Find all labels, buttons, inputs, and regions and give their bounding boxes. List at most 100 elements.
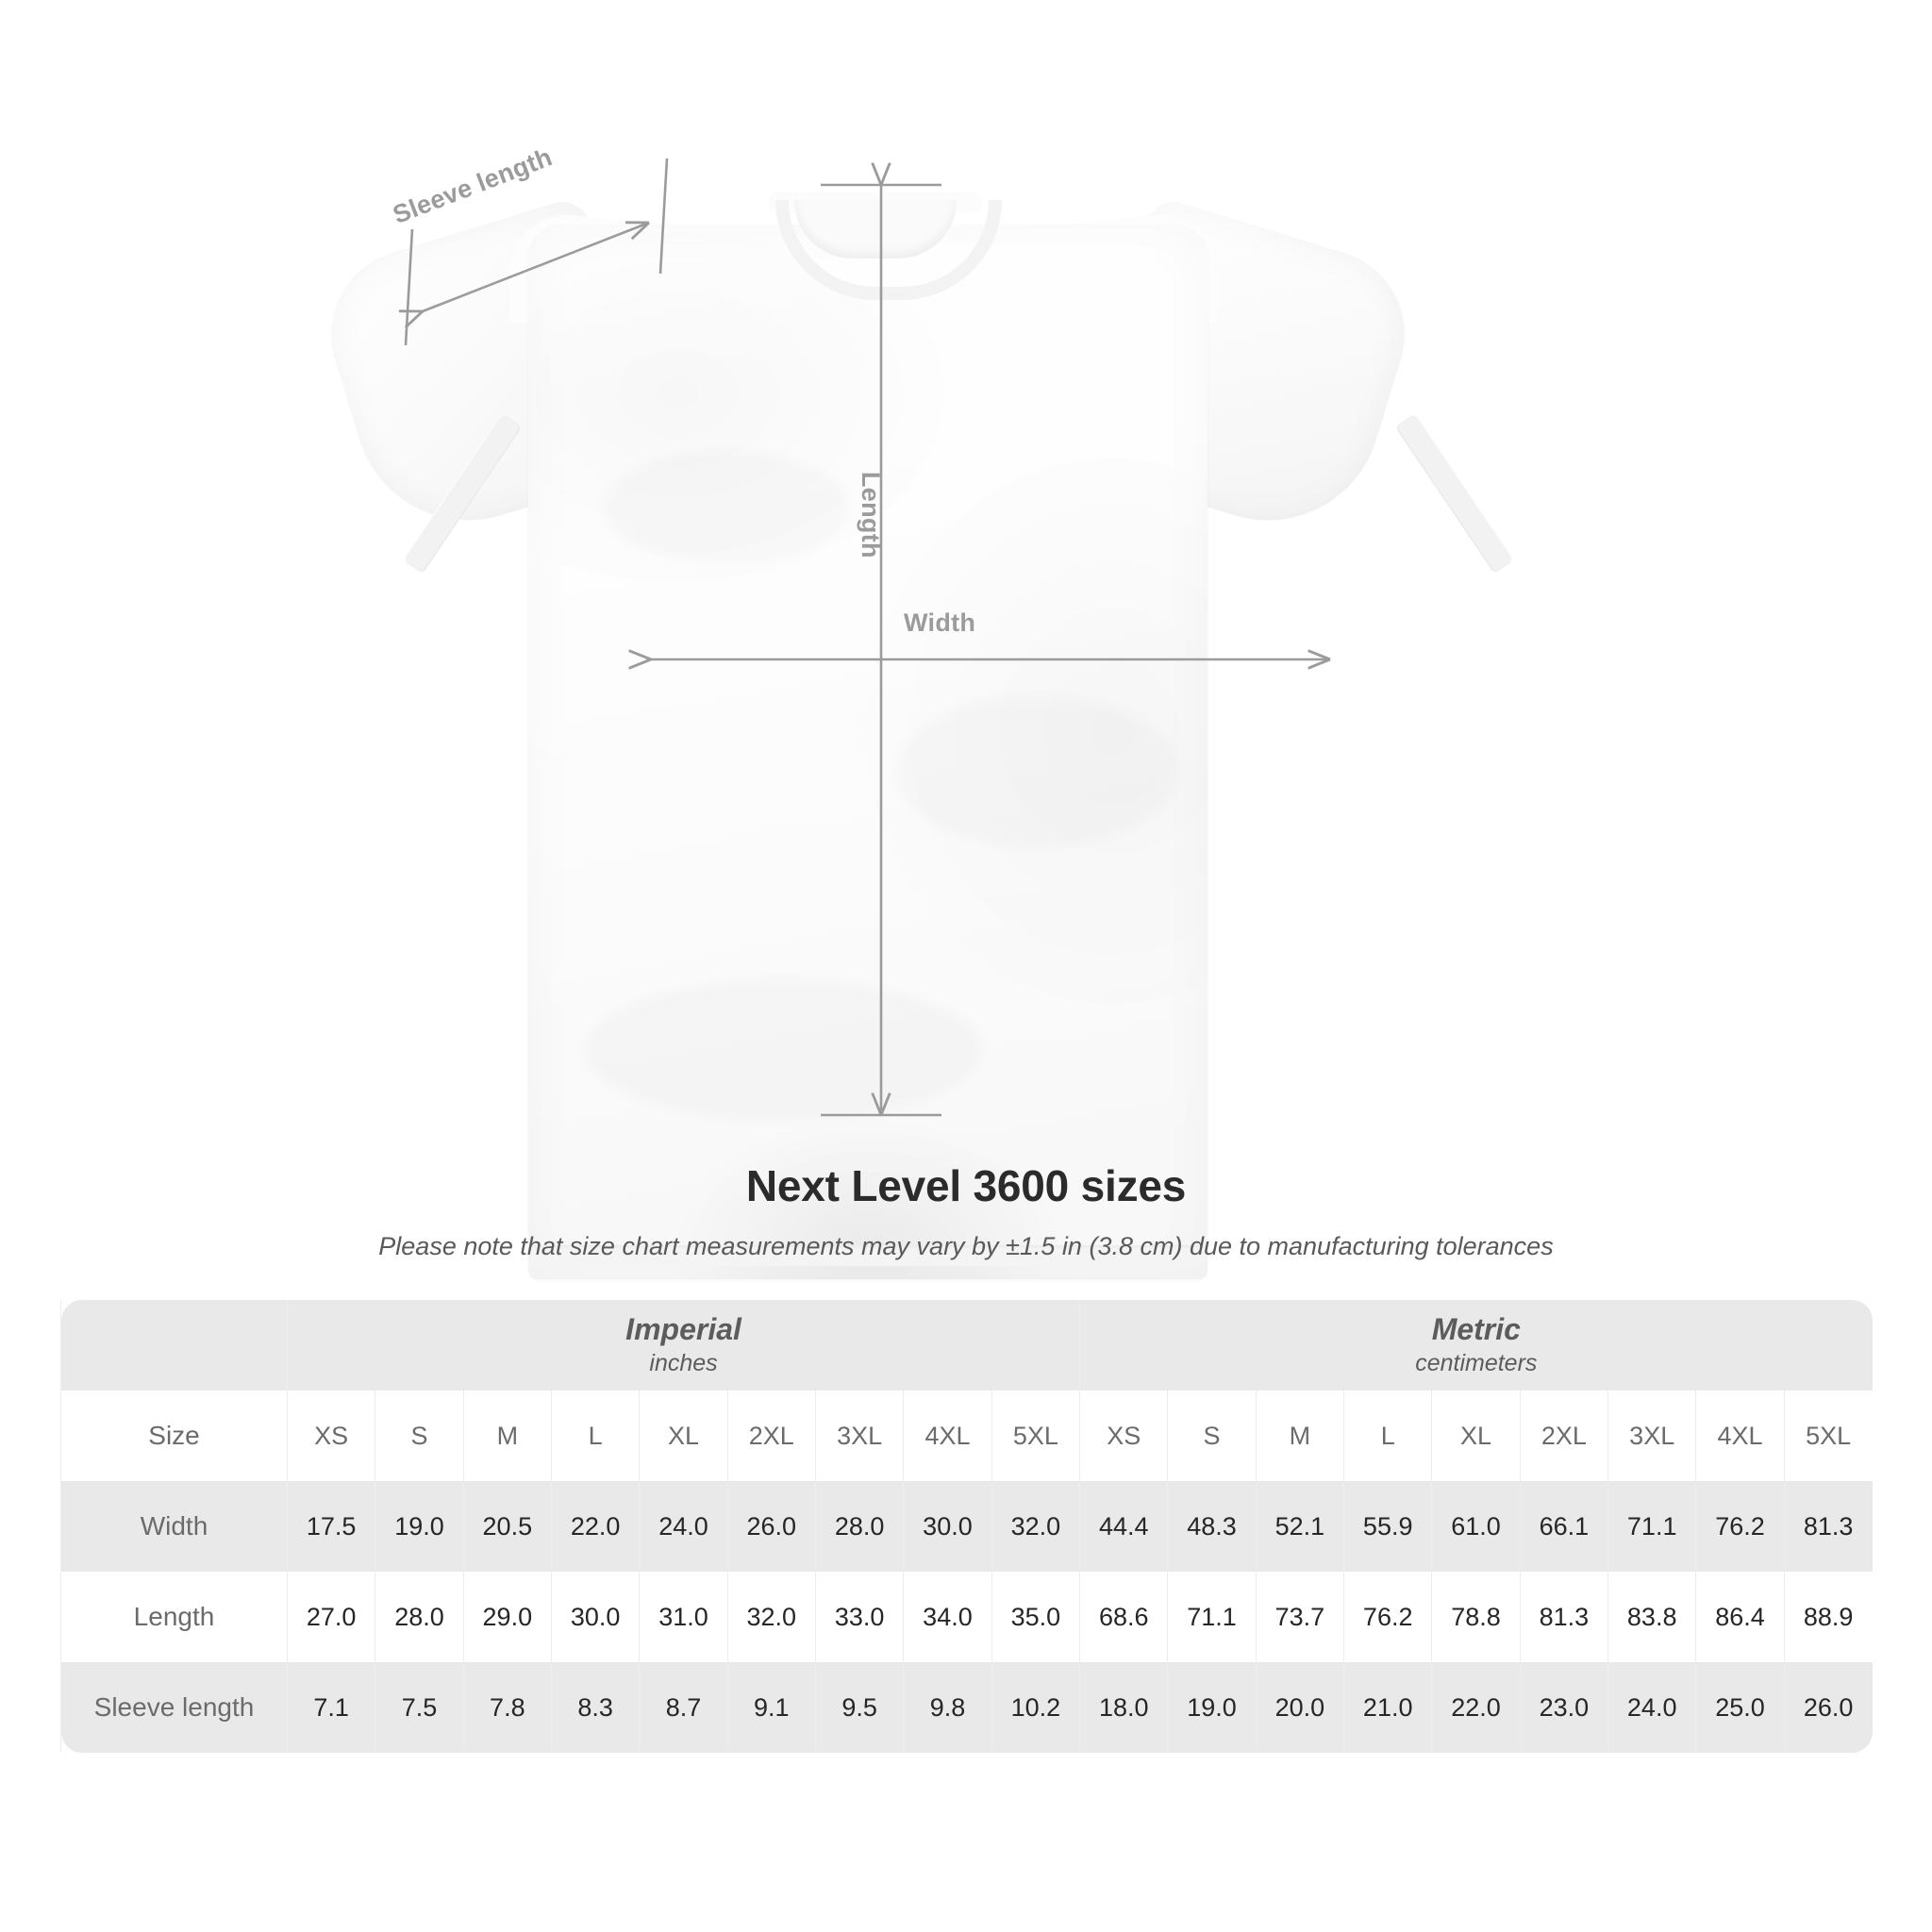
measurement-value: 18.0 [1079,1662,1168,1753]
size-column-header: 5XL [1783,1391,1873,1481]
table-row: Length 27.0 28.0 29.0 30.0 31.0 32.0 33.0 34.0 35… [60,1572,1873,1662]
measurement-value: 28.0 [814,1481,904,1572]
size-column-header: S [1167,1391,1257,1481]
size-column-header: 3XL [1607,1391,1696,1481]
size-column-header: XS [1079,1391,1168,1481]
measurement-arrows [0,158,1932,1117]
size-column-header: 4XL [1695,1391,1785,1481]
measurement-value: 35.0 [991,1572,1080,1662]
measurement-value: 7.1 [286,1662,375,1753]
unit-group-imperial: Imperial inches [286,1300,1080,1391]
measurement-row-label: Sleeve length [60,1662,288,1753]
measurement-value: 52.1 [1255,1481,1344,1572]
length-label: Length [857,472,885,558]
size-column-header: 4XL [903,1391,992,1481]
measurement-value: 73.7 [1255,1572,1344,1662]
measurement-value: 32.0 [991,1481,1080,1572]
measurement-value: 9.1 [726,1662,816,1753]
measurement-value: 21.0 [1343,1662,1432,1753]
unit-group-metric-name: Metric [1431,1312,1521,1347]
measurement-value: 76.2 [1695,1481,1785,1572]
width-label: Width [904,608,976,637]
unit-group-row: Imperial inches Metric centimeters [60,1300,1873,1391]
measurement-value: 22.0 [550,1481,640,1572]
size-column-header: XS [286,1391,375,1481]
measurement-value: 20.5 [462,1481,552,1572]
measurement-value: 25.0 [1695,1662,1785,1753]
measurement-value: 9.8 [903,1662,992,1753]
measurement-value: 9.5 [814,1662,904,1753]
size-header-row: Size XS S M L XL 2XL 3XL 4XL 5XL XS S M L XL 2XL 3XL 4XL… [60,1391,1873,1481]
measurement-value: 71.1 [1607,1481,1696,1572]
measurement-value: 27.0 [286,1572,375,1662]
measurement-value: 44.4 [1079,1481,1168,1572]
size-table-wrapper: Imperial inches Metric centimeters Size … [60,1300,1873,1753]
measurement-value: 68.6 [1079,1572,1168,1662]
measurement-value: 61.0 [1431,1481,1521,1572]
measurement-value: 30.0 [550,1572,640,1662]
measurement-value: 24.0 [639,1481,728,1572]
tolerance-note: Please note that size chart measurements… [378,1232,1554,1260]
measurement-value: 88.9 [1783,1572,1873,1662]
table-row: Sleeve length 7.1 7.5 7.8 8.3 8.7 9.1 9.5 9.8 10.… [60,1662,1873,1753]
measurement-value: 66.1 [1519,1481,1608,1572]
size-column-header: M [1255,1391,1344,1481]
measurement-value: 30.0 [903,1481,992,1572]
measurement-value: 7.8 [462,1662,552,1753]
measurement-value: 10.2 [991,1662,1080,1753]
size-column-header: L [550,1391,640,1481]
measurement-value: 8.7 [639,1662,728,1753]
measurement-value: 23.0 [1519,1662,1608,1753]
measurement-value: 26.0 [1783,1662,1873,1753]
measurement-value: 76.2 [1343,1572,1432,1662]
unit-group-metric: Metric centimeters [1079,1300,1873,1391]
page-title: Next Level 3600 sizes [745,1161,1187,1210]
size-column-header: M [462,1391,552,1481]
table-row: Width 17.5 19.0 20.5 22.0 24.0 26.0 28.0 30.0 32.… [60,1481,1873,1572]
measurement-value: 32.0 [726,1572,816,1662]
size-column-header: L [1343,1391,1432,1481]
unit-group-imperial-sub: inches [649,1350,718,1377]
unit-group-metric-sub: centimeters [1415,1350,1538,1377]
size-header-label: Size [60,1391,288,1481]
measurement-value: 71.1 [1167,1572,1257,1662]
measurement-value: 20.0 [1255,1662,1344,1753]
size-column-header: XL [1431,1391,1521,1481]
measurement-value: 17.5 [286,1481,375,1572]
size-column-header: S [375,1391,464,1481]
measurement-row-label: Length [60,1572,288,1662]
size-column-header: 2XL [1519,1391,1608,1481]
measurement-value: 22.0 [1431,1662,1521,1753]
measurement-value: 19.0 [375,1481,464,1572]
measurement-value: 31.0 [639,1572,728,1662]
length-arrow [821,185,941,1117]
size-column-header: 5XL [991,1391,1080,1481]
measurement-value: 48.3 [1167,1481,1257,1572]
tshirt-hem [528,1245,1208,1266]
measurement-value: 33.0 [814,1572,904,1662]
tshirt-body [528,225,1208,1279]
size-column-header: XL [639,1391,728,1481]
size-column-header: 3XL [814,1391,904,1481]
measurement-value: 24.0 [1607,1662,1696,1753]
measurement-value: 86.4 [1695,1572,1785,1662]
measurement-value: 19.0 [1167,1662,1257,1753]
measurement-value: 81.3 [1519,1572,1608,1662]
measurement-value: 34.0 [903,1572,992,1662]
measurement-value: 7.5 [375,1662,464,1753]
measurement-value: 81.3 [1783,1481,1873,1572]
measurement-value: 28.0 [375,1572,464,1662]
measurement-value: 83.8 [1607,1572,1696,1662]
size-table: Imperial inches Metric centimeters Size … [60,1300,1873,1753]
measurement-value: 29.0 [462,1572,552,1662]
unit-corner-cell [60,1300,288,1391]
size-column-header: 2XL [726,1391,816,1481]
garment-illustration: Sleeve length Length Width [0,142,1932,1279]
sleeve-length-arrow [406,158,669,346]
measurement-value: 26.0 [726,1481,816,1572]
measurement-row-label: Width [60,1481,288,1572]
tshirt-graphic [309,168,1547,1279]
measurement-value: 78.8 [1431,1572,1521,1662]
measurement-value: 55.9 [1343,1481,1432,1572]
